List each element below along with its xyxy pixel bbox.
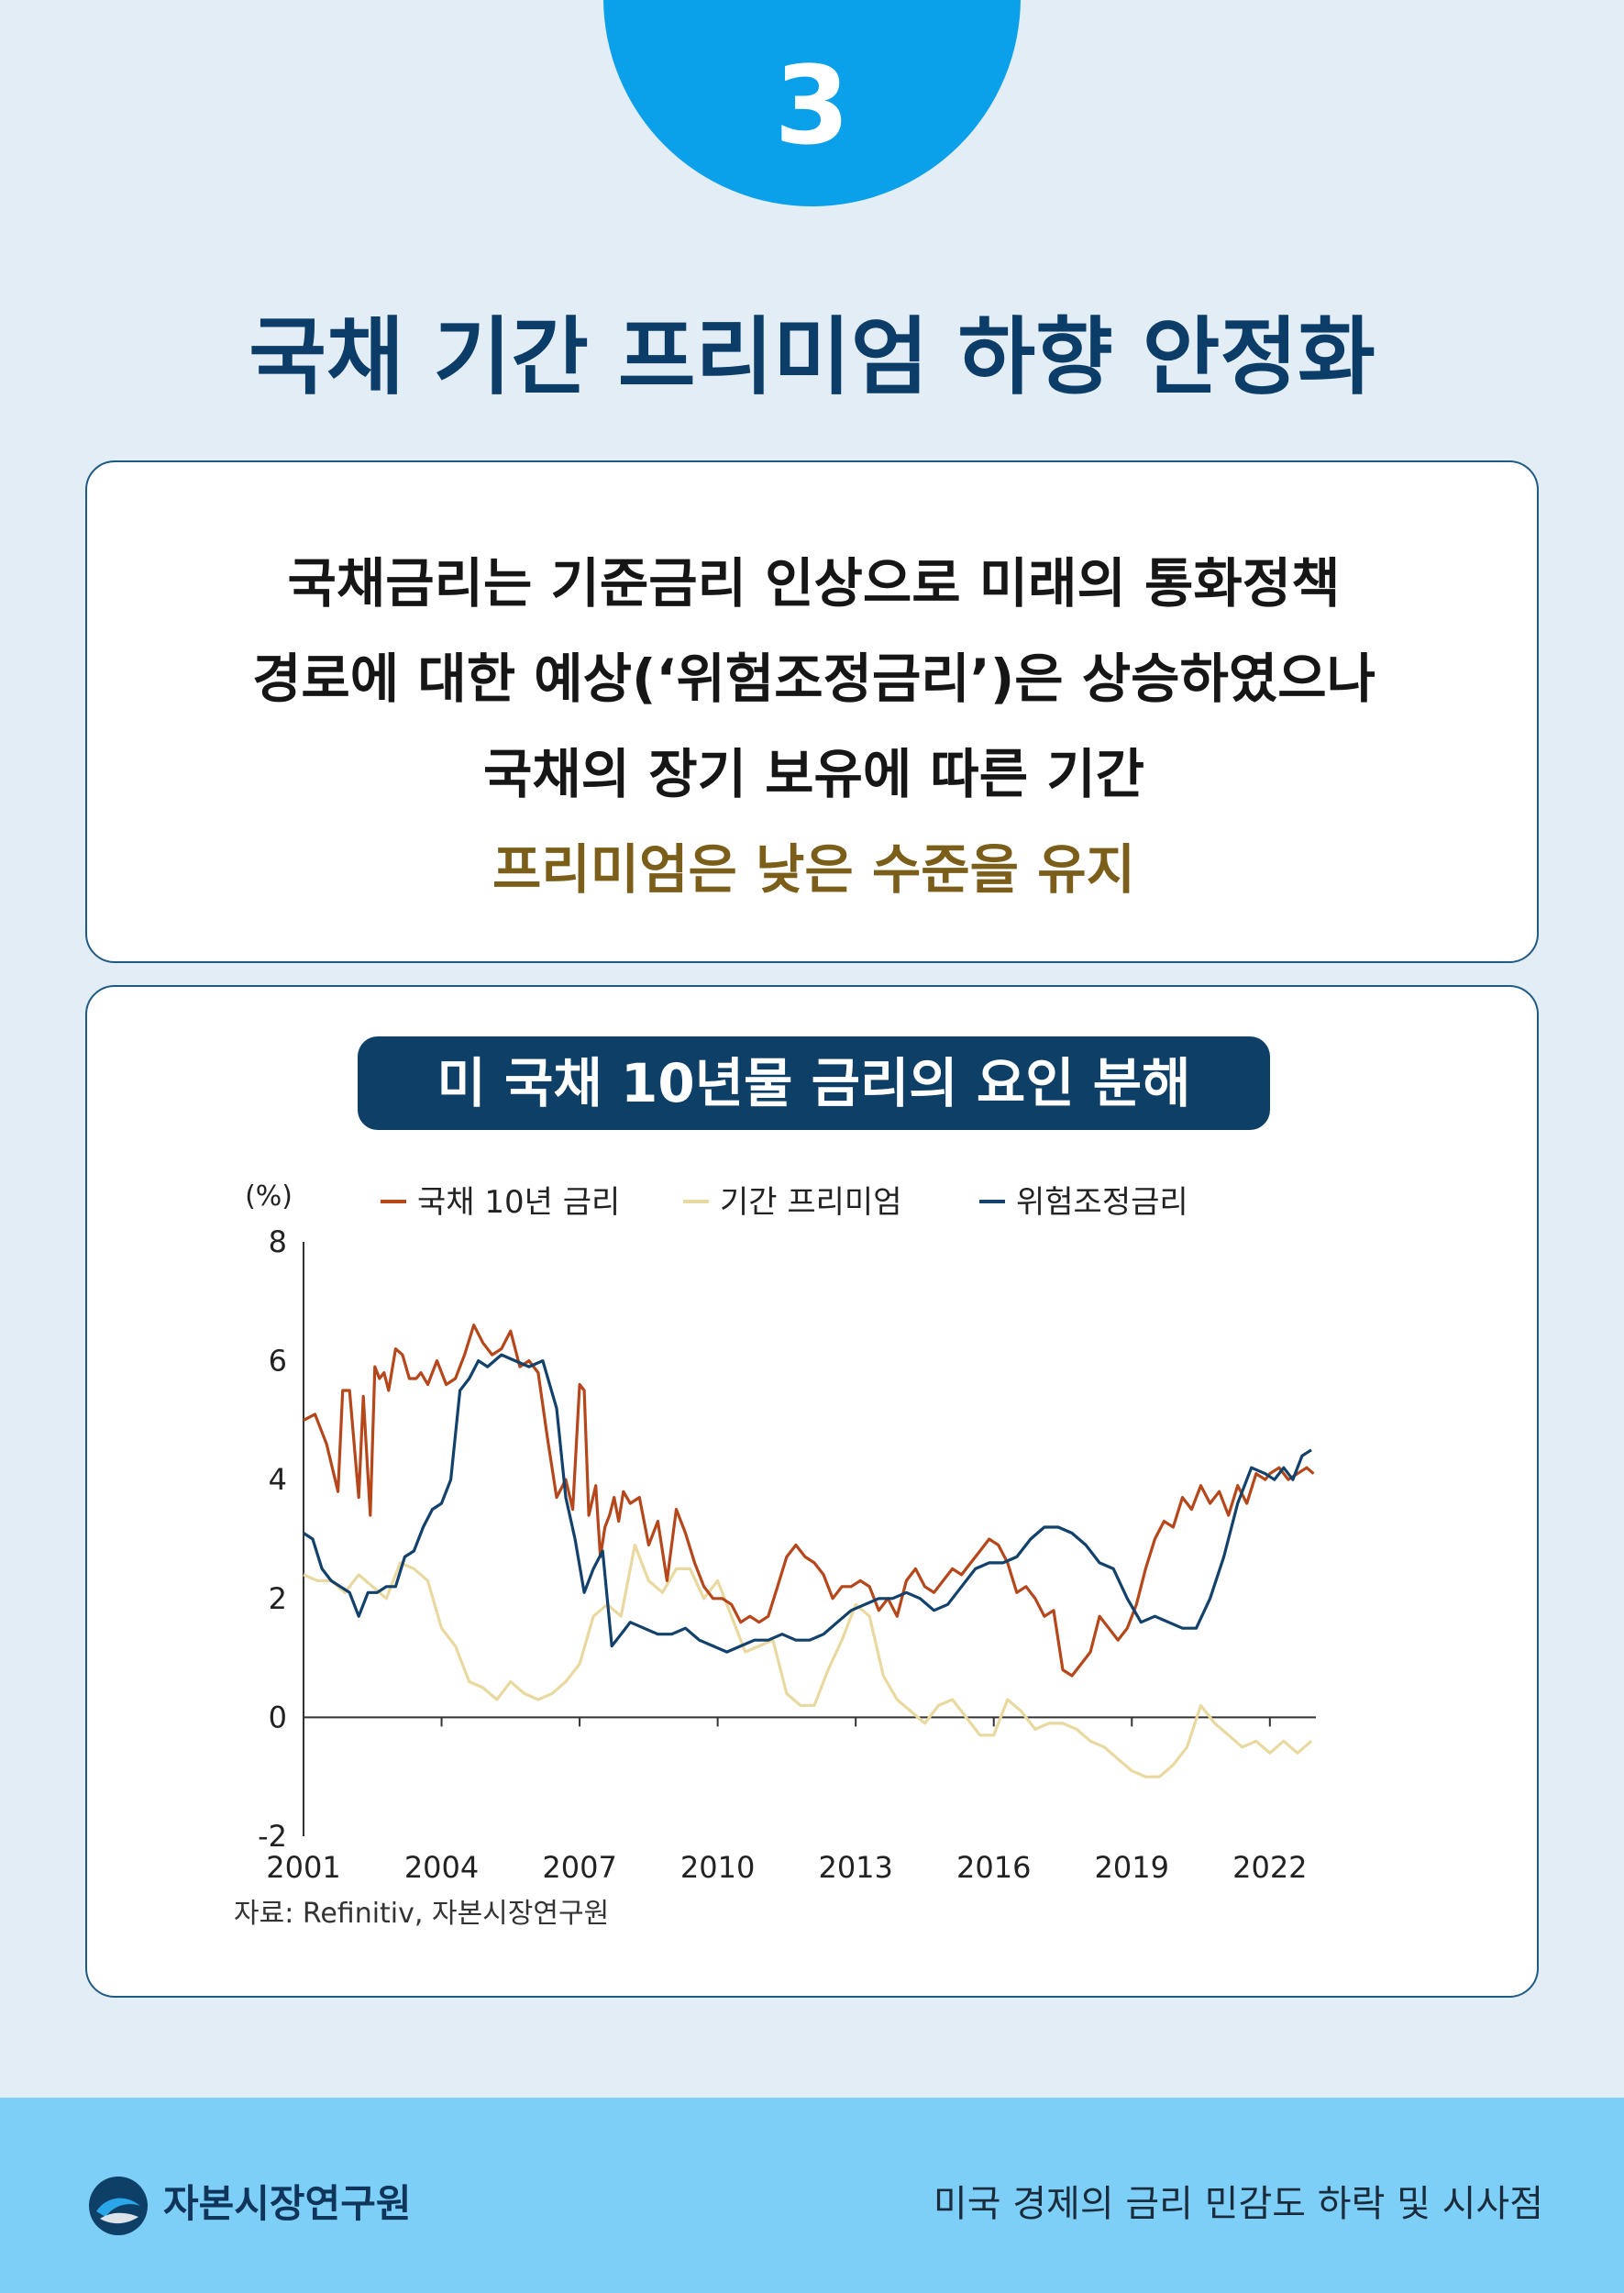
y-tick-label: 6	[269, 1344, 287, 1379]
x-tick-label: 2004	[404, 1850, 479, 1885]
x-tick-label: 2016	[956, 1850, 1031, 1885]
legend-label: 국채 10년 금리	[417, 1184, 620, 1221]
line-chart: 8 6 4 2 0 -2 (%) 2001 2004 2007 2010 2013 2016 2019 20…	[234, 1180, 1316, 1930]
report-title: 미국 경제의 금리 민감도 하락 및 시사점	[933, 2183, 1543, 2225]
page-title: 국채 기간 프리미엄 하향 안정화	[249, 308, 1375, 406]
y-tick-label: 8	[269, 1224, 287, 1259]
description-line-2: 경로에 대한 예상(‘위험조정금리’)은 상승하였으나	[252, 648, 1375, 710]
series-line-2	[303, 1353, 1312, 1654]
chart-title: 미 국채 10년물 금리의 요인 분해	[358, 1036, 1270, 1130]
description-line-3: 국채의 장기 보유에 따른 기간	[482, 743, 1145, 805]
description-highlight: 프리미엄은 낮은 수준을 유지	[492, 838, 1135, 901]
x-tick-label: 2001	[266, 1850, 340, 1885]
series-line-0	[303, 1324, 1315, 1678]
legend-label: 기간 프리미엄	[720, 1184, 902, 1221]
y-tick-label: -2	[258, 1819, 287, 1854]
chart-card: 미 국채 10년물 금리의 요인 분해 8 6 4 2 0 -2 (%) 2001 2004 20…	[85, 985, 1539, 1998]
footer: 자본시장연구원 미국 경제의 금리 민감도 하락 및 시사점	[0, 2098, 1624, 2293]
logo-icon	[89, 2177, 148, 2235]
y-tick-label: 0	[269, 1700, 287, 1734]
series-line-1	[303, 1543, 1313, 1778]
x-tick-label: 2022	[1232, 1850, 1307, 1885]
x-tick-label: 2010	[680, 1850, 755, 1885]
x-tick-label: 2007	[542, 1850, 616, 1885]
y-unit-label: (%)	[245, 1180, 293, 1213]
x-tick-label: 2013	[818, 1850, 892, 1885]
source-note: 자료: Refinitiv, 자본시장연구원	[234, 1898, 609, 1930]
org-name: 자본시장연구원	[163, 2181, 412, 2226]
description-text: 국채금리는 기준금리 인상으로 미래의 통화정책 경로에 대한 예상(‘위험조정…	[87, 536, 1541, 917]
number-badge-label: 3	[774, 42, 850, 169]
description-line-1: 국채금리는 기준금리 인상으로 미래의 통화정책	[287, 552, 1341, 615]
legend-label: 위험조정금리	[1016, 1184, 1188, 1221]
description-card: 국채금리는 기준금리 인상으로 미래의 통화정책 경로에 대한 예상(‘위험조정…	[85, 460, 1539, 963]
y-tick-label: 2	[269, 1581, 287, 1616]
y-tick-label: 4	[269, 1462, 287, 1497]
x-tick-label: 2019	[1095, 1850, 1169, 1885]
